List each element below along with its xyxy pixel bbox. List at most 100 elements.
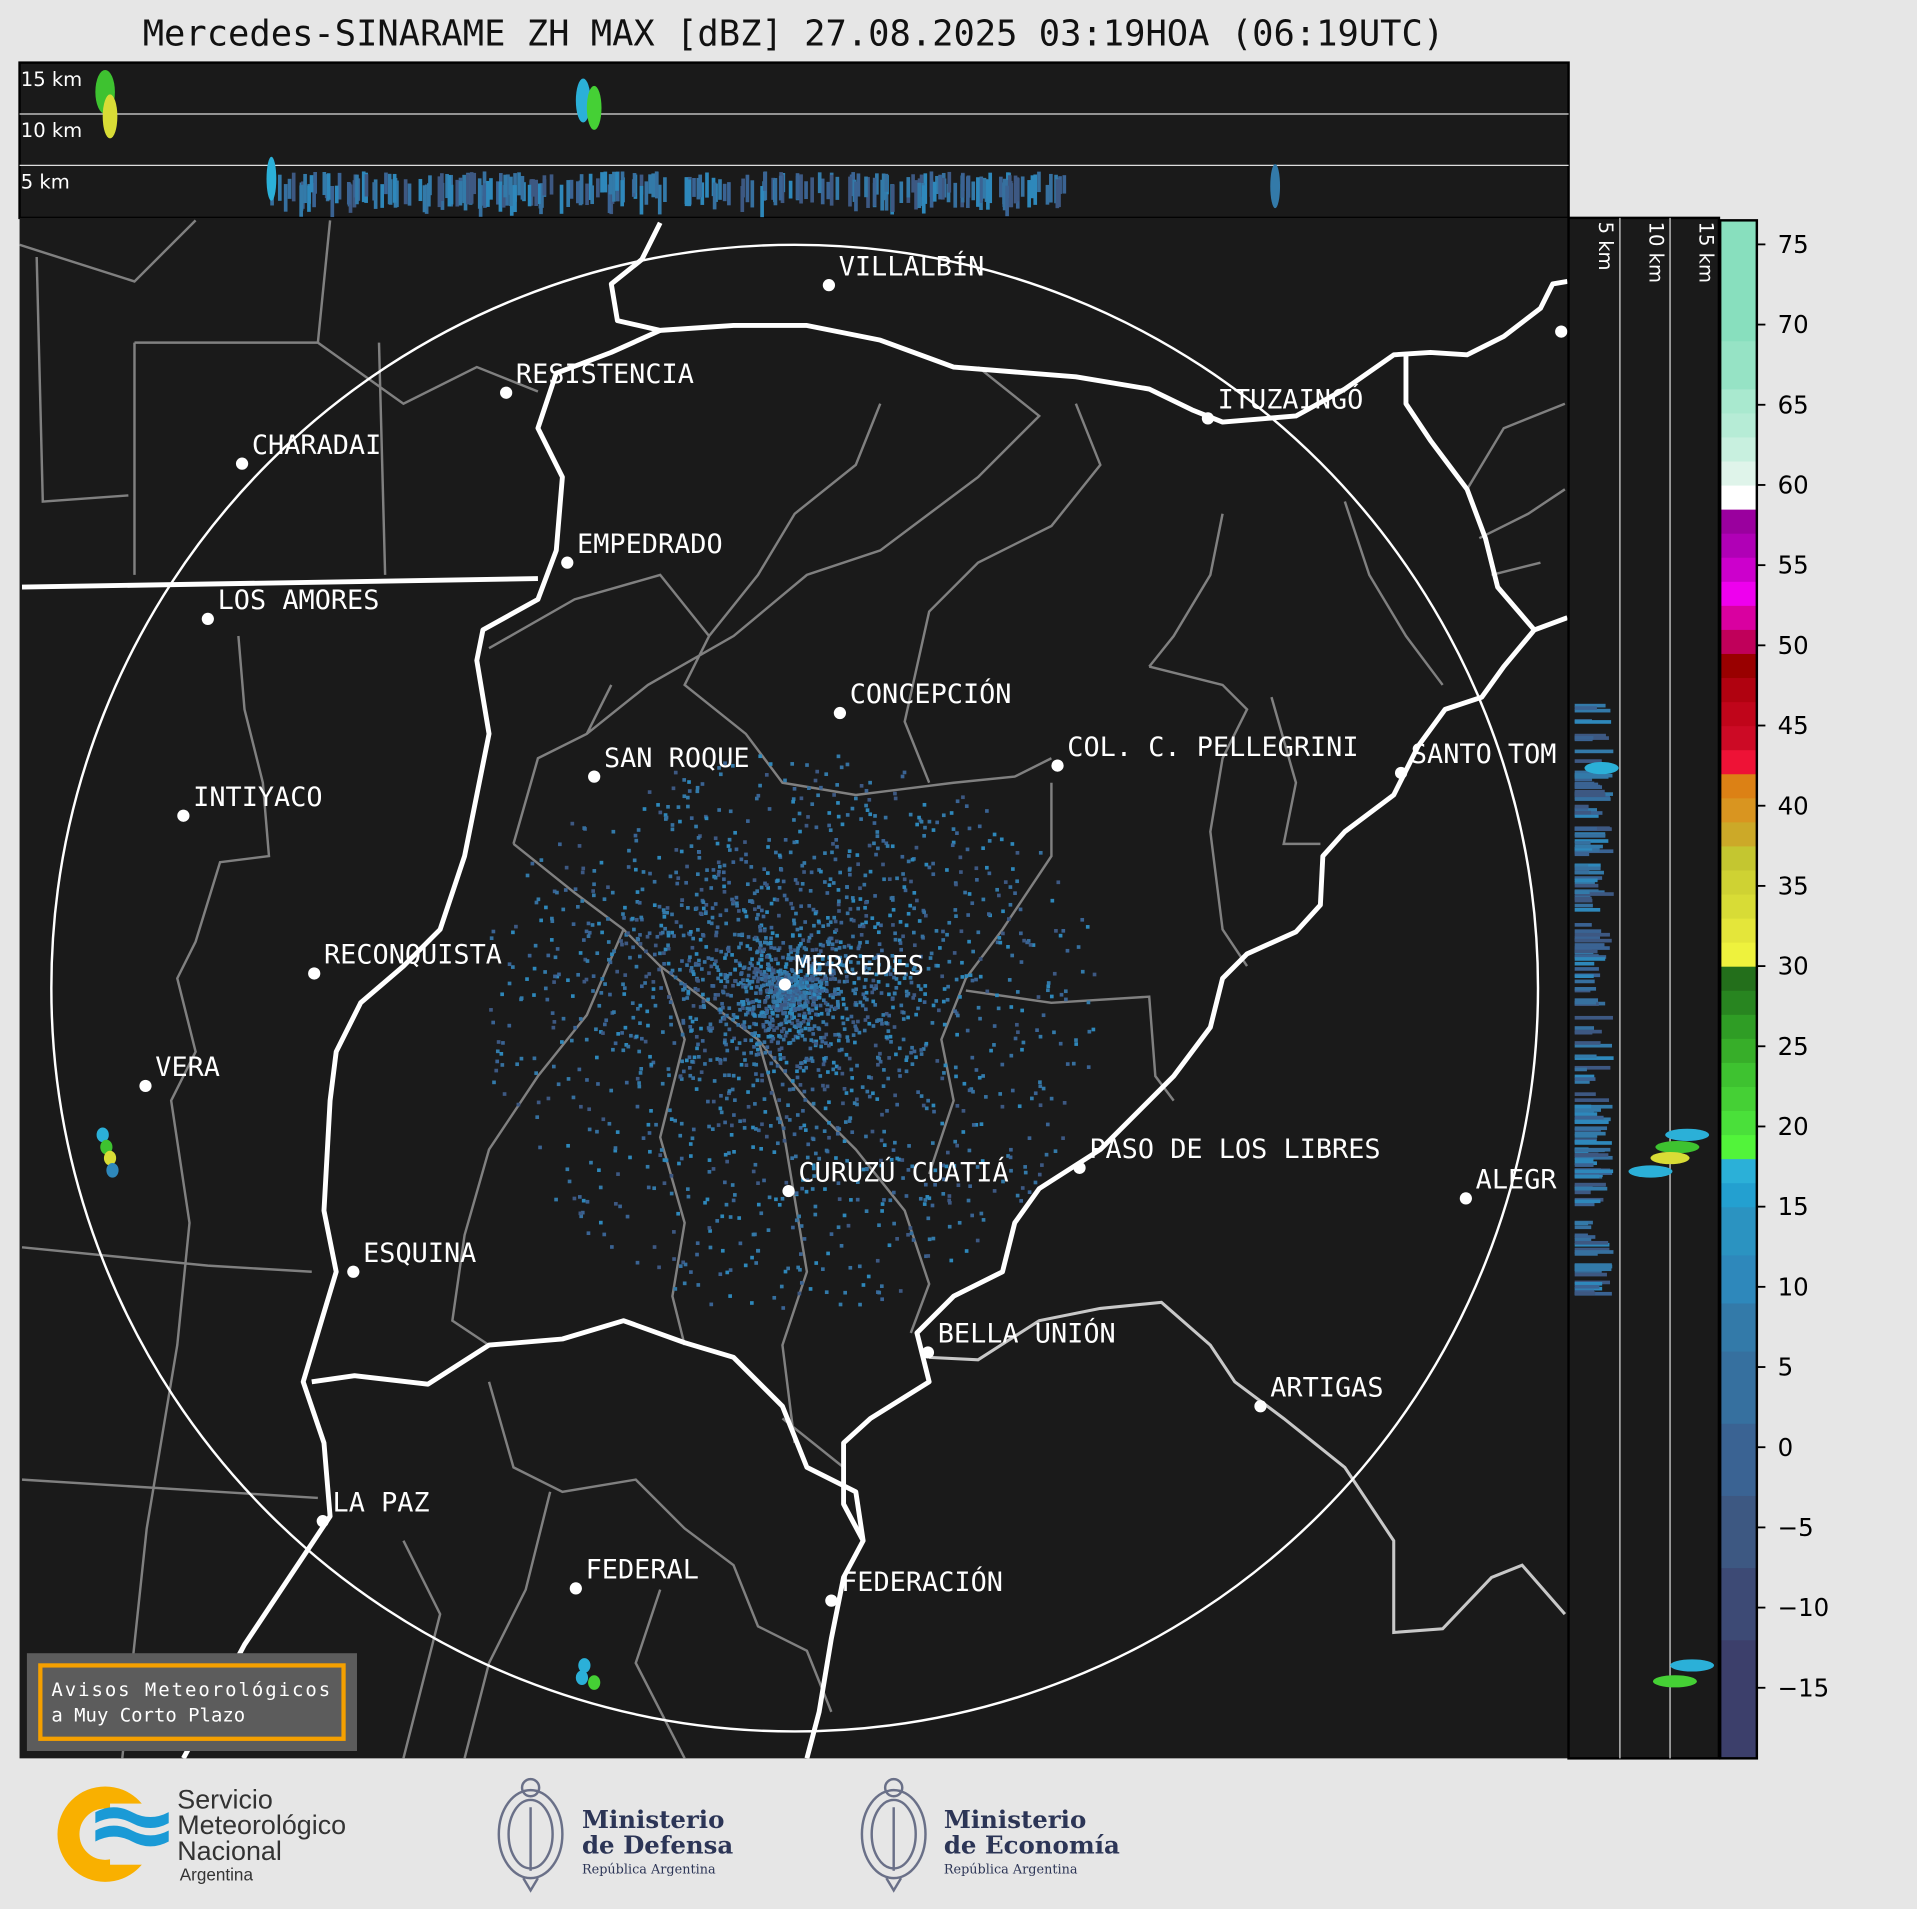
- radar-echo: [981, 846, 985, 851]
- radar-echo: [880, 1297, 884, 1302]
- radar-echo: [812, 1024, 817, 1028]
- radar-echo: [960, 173, 965, 198]
- radar-echo: [716, 968, 721, 973]
- radar-echo: [940, 1076, 945, 1081]
- radar-echo: [897, 1068, 902, 1073]
- radar-echo: [687, 179, 692, 207]
- radar-echo: [947, 171, 952, 193]
- radar-echo: [746, 819, 750, 823]
- radar-echo: [979, 1122, 984, 1127]
- radar-map[interactable]: VILLALBÍNRESISTENCIACHARADAIEMPEDRADOLOS…: [19, 217, 1569, 1759]
- radar-echo: [546, 1096, 551, 1101]
- radar-echo: [600, 172, 604, 193]
- radar-echo: [816, 1012, 820, 1017]
- radar-echo: [1584, 761, 1619, 775]
- radar-echo: [884, 173, 889, 192]
- radar-echo: [879, 923, 883, 928]
- radar-echo: [626, 865, 631, 869]
- radar-echo: [1574, 806, 1589, 811]
- radar-echo: [779, 1046, 784, 1051]
- city-marker: [833, 706, 847, 720]
- colorbar-tick-label: 15: [1778, 1192, 1809, 1221]
- radar-echo: [816, 970, 821, 975]
- radar-echo: [871, 978, 876, 983]
- radar-echo: [778, 1022, 783, 1027]
- radar-echo: [855, 1180, 860, 1184]
- radar-echo: [710, 1026, 715, 1031]
- radar-echo: [783, 837, 788, 842]
- radar-echo: [715, 925, 720, 930]
- radar-echo: [951, 840, 956, 845]
- radar-echo: [881, 839, 886, 843]
- radar-echo: [312, 182, 316, 208]
- radar-echo: [527, 184, 532, 207]
- radar-echo: [918, 998, 922, 1002]
- radar-echo: [652, 1245, 657, 1249]
- radar-echo: [806, 1022, 811, 1026]
- radar-echo: [783, 1269, 788, 1274]
- radar-echo: [752, 1021, 756, 1026]
- radar-echo: [831, 1060, 836, 1065]
- radar-echo: [647, 972, 652, 976]
- radar-echo: [872, 841, 876, 846]
- radar-echo: [904, 1058, 909, 1062]
- radar-echo: [1022, 938, 1026, 943]
- radar-echo: [891, 923, 895, 927]
- radar-echo: [673, 1287, 678, 1291]
- radar-echo: [915, 898, 919, 903]
- city-marker: [921, 1346, 935, 1359]
- radar-echo: [953, 908, 958, 912]
- radar-echo: [788, 1040, 793, 1045]
- radar-echo: [902, 976, 907, 980]
- radar-echo: [1045, 184, 1050, 205]
- radar-echo: [1574, 898, 1593, 903]
- radar-echo: [737, 961, 742, 966]
- radar-echo: [495, 1049, 500, 1054]
- radar-echo: [813, 972, 818, 977]
- radar-echo: [980, 1159, 985, 1163]
- radar-echo: [919, 1048, 924, 1052]
- radar-echo: [600, 977, 605, 981]
- radar-echo: [1058, 933, 1063, 938]
- radar-echo: [848, 960, 853, 964]
- radar-echo: [784, 996, 788, 1001]
- radar-echo: [837, 979, 842, 984]
- radar-echo: [960, 975, 965, 979]
- radar-echo: [1013, 891, 1017, 896]
- radar-echo: [858, 1000, 863, 1005]
- radar-echo: [831, 842, 835, 846]
- radar-echo: [615, 171, 619, 191]
- radar-echo: [639, 1067, 644, 1071]
- radar-echo: [549, 174, 554, 195]
- radar-echo: [1008, 902, 1013, 907]
- radar-echo: [957, 1220, 962, 1225]
- radar-echo: [1574, 946, 1610, 950]
- radar-echo: [1574, 1026, 1595, 1030]
- radar-echo: [710, 915, 715, 920]
- city-label: ESQUINA: [363, 1238, 476, 1269]
- radar-echo: [882, 1198, 886, 1202]
- radar-echo: [1574, 1074, 1595, 1079]
- radar-echo: [672, 1230, 676, 1234]
- radar-echo: [571, 922, 576, 926]
- radar-echo: [954, 977, 959, 982]
- radar-echo: [799, 926, 803, 931]
- radar-echo: [689, 966, 694, 970]
- radar-echo: [928, 956, 933, 960]
- radar-echo: [754, 1072, 758, 1076]
- radar-echo: [672, 1257, 676, 1261]
- radar-echo: [772, 1150, 777, 1154]
- radar-echo: [897, 1046, 902, 1051]
- radar-echo: [959, 929, 964, 934]
- radar-echo: [799, 1224, 804, 1228]
- radar-echo: [830, 942, 835, 947]
- radar-echo: [795, 993, 799, 998]
- radar-echo: [981, 1074, 985, 1078]
- radar-echo: [884, 1011, 889, 1016]
- radar-echo: [669, 1117, 674, 1121]
- warning-box[interactable]: Avisos Meteorológicos a Muy Corto Plazo: [26, 1653, 357, 1752]
- radar-echo: [685, 864, 689, 869]
- radar-echo: [927, 1237, 932, 1242]
- radar-echo: [912, 965, 917, 970]
- radar-echo: [926, 1254, 931, 1258]
